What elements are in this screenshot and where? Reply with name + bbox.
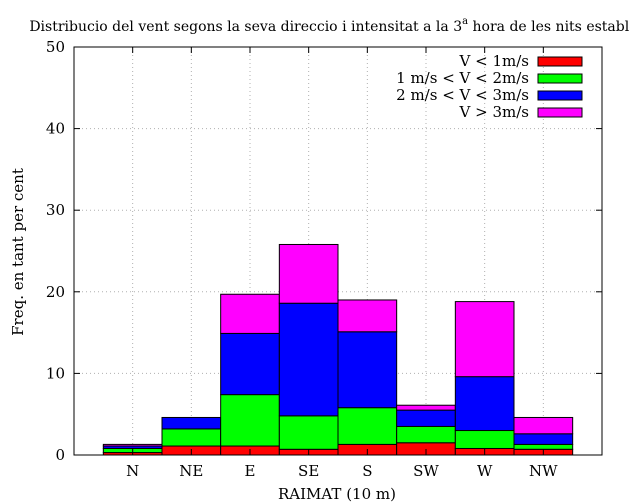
x-axis-ticks: N NE E SE S SW W NW [126,47,558,480]
bar-segment-sw-1 [396,425,456,444]
legend-swatch [537,107,583,118]
x-tick-label: E [245,462,256,480]
legend-label: V < 1m/s [459,52,529,70]
chart-title-main: Distribucio del vent segons la seva dire… [29,19,462,35]
bar-segment-ne-1 [161,428,222,447]
bar-segment-e-2 [220,332,280,396]
legend-label: V > 3m/s [459,103,529,121]
y-tick-label: 20 [46,283,65,301]
x-tick-label: NE [179,462,203,480]
bar-segment-nw-1 [513,443,574,450]
y-tick-label: 10 [46,364,65,382]
y-tick-label: 50 [46,38,65,56]
bar-segment-w-1 [454,430,515,449]
bar-segment-s-2 [337,331,398,409]
x-tick-label: N [126,462,139,480]
bar-segment-ne-2 [161,416,222,430]
bar-segment-w-3 [454,301,515,378]
x-tick-label: S [362,462,372,480]
chart-title: Distribucio del vent segons la seva dire… [29,16,630,35]
legend-swatch [537,56,583,67]
y-axis-ticks: 0 10 20 30 40 50 [46,38,602,464]
plot-frame [73,46,603,456]
chart-title-suffix: hora de les nits estables [468,19,630,35]
bar-segment-sw-3 [396,404,456,411]
x-tick-label: SW [413,462,439,480]
bar-segment-nw-2 [513,433,574,445]
y-tick-label: 30 [46,201,65,219]
stacked-bars [102,243,574,456]
y-axis-label: Freq. en tant per cent [9,168,27,336]
x-tick-label: NW [529,462,558,480]
chart-title-superscript: a [462,16,468,27]
legend-swatch [537,90,583,101]
bar-segment-nw-3 [513,416,574,435]
legend: V < 1m/s1 m/s < V < 2m/s2 m/s < V < 3m/s… [396,52,583,121]
bar-segment-e-3 [220,293,280,334]
bar-segment-n-3 [102,443,163,447]
legend-label: 2 m/s < V < 3m/s [396,86,529,104]
bar-segment-se-1 [278,415,339,450]
legend-label: 1 m/s < V < 2m/s [396,69,529,87]
bar-segment-sw-2 [396,409,456,427]
bar-segment-s-1 [337,407,398,445]
y-tick-label: 40 [46,120,65,138]
bar-segment-se-3 [278,243,339,304]
y-tick-label: 0 [55,446,65,464]
bar-segment-s-3 [337,299,398,333]
bar-segment-se-2 [278,302,339,417]
bar-segment-w-2 [454,376,515,432]
x-tick-label: SE [298,462,319,480]
x-tick-label: W [477,462,493,480]
legend-swatch [537,73,583,84]
bar-segment-e-1 [220,394,280,447]
x-axis-label: RAIMAT (10 m) [278,485,396,503]
